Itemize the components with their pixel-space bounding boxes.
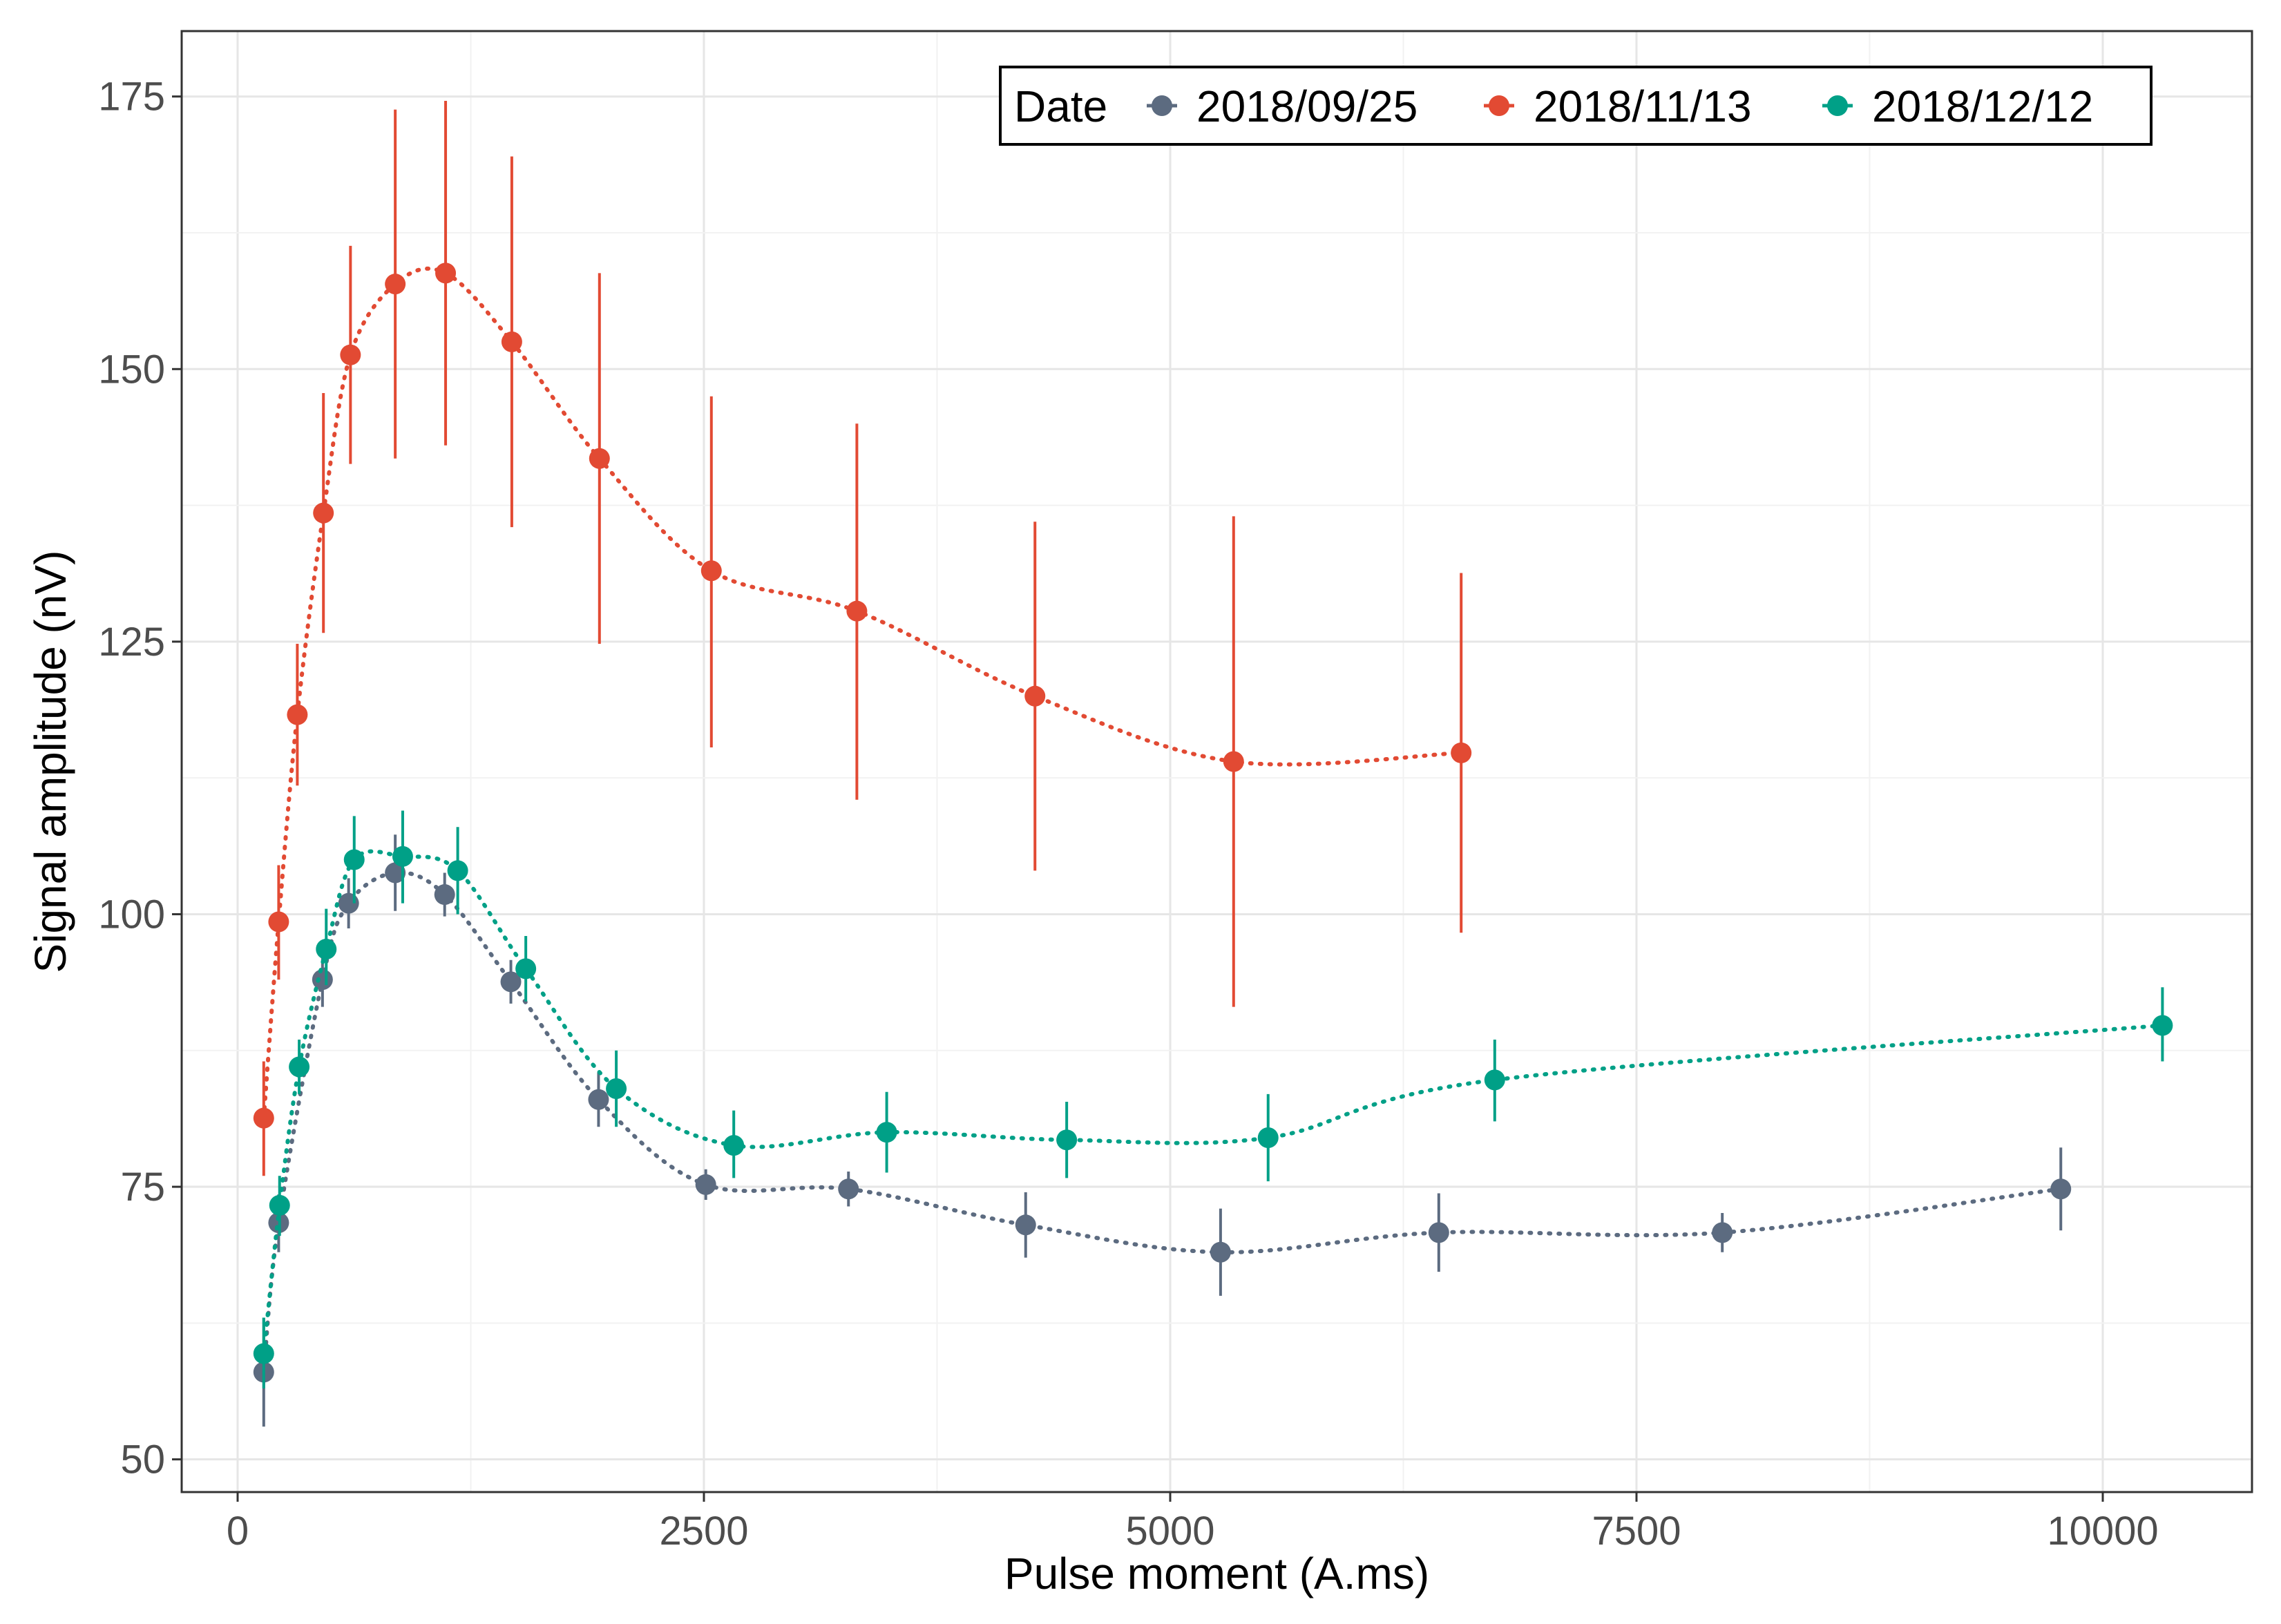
y-tick-label: 150	[98, 347, 165, 392]
data-point	[588, 1089, 609, 1110]
data-point	[2050, 1178, 2072, 1200]
data-point	[1024, 685, 1046, 707]
data-point	[1257, 1127, 1279, 1149]
y-axis-title: Signal amplitude (nV)	[26, 551, 75, 973]
data-point	[1015, 1214, 1036, 1236]
legend-label: 2018/11/13	[1534, 82, 1752, 131]
data-point	[500, 971, 522, 993]
data-point	[2152, 1015, 2173, 1036]
data-point	[1428, 1222, 1449, 1243]
x-tick-label: 0	[227, 1509, 249, 1554]
x-axis-title: Pulse moment (A.ms)	[1004, 1549, 1429, 1598]
data-point	[589, 448, 610, 469]
legend-key-point	[1489, 95, 1509, 116]
data-point	[846, 600, 868, 622]
data-point	[312, 969, 333, 991]
series-1	[253, 101, 1472, 1176]
legend-key-point	[1152, 95, 1172, 116]
legend-key-point	[1827, 95, 1848, 116]
data-point	[343, 849, 365, 870]
y-tick-label: 125	[98, 620, 165, 665]
series-line	[261, 849, 2165, 1356]
data-point	[253, 1107, 274, 1129]
data-point	[385, 274, 406, 295]
y-tick-label: 100	[98, 892, 165, 937]
data-point	[253, 1343, 274, 1364]
data-point	[501, 331, 522, 352]
data-point	[606, 1078, 627, 1100]
data-point	[316, 938, 337, 959]
x-tick-label: 2500	[659, 1509, 748, 1554]
axis-ticks: 0 2500 5000 7500 10000 50 75 100 125 150 175	[98, 75, 2158, 1554]
data-point	[876, 1122, 897, 1143]
data-point	[287, 704, 308, 725]
data-point	[447, 860, 468, 881]
legend: Date 2018/09/25 2018/11/13 2018/12/12	[999, 66, 2153, 146]
data-point	[338, 892, 359, 914]
data-point	[695, 1174, 716, 1195]
data-point	[723, 1135, 745, 1156]
data-point	[1451, 742, 1472, 763]
legend-title: Date	[1014, 82, 1107, 131]
plot-panel-border	[180, 30, 2253, 1493]
legend-label: 2018/12/12	[1872, 82, 2093, 131]
data-point	[838, 1178, 859, 1200]
y-tick-label: 75	[120, 1165, 165, 1210]
data-point	[1056, 1129, 1078, 1151]
data-point	[1210, 1241, 1231, 1263]
grid-lines	[182, 31, 2252, 1492]
legend-label: 2018/09/25	[1196, 82, 1418, 131]
x-tick-label: 10000	[2047, 1509, 2158, 1554]
x-tick-label: 7500	[1592, 1509, 1681, 1554]
data-point	[1712, 1222, 1733, 1243]
data-point	[434, 884, 455, 906]
legend-box	[999, 66, 2153, 146]
data-point	[1484, 1069, 1505, 1091]
data-point	[385, 862, 406, 883]
data-point	[1223, 751, 1244, 772]
data-point	[289, 1056, 310, 1078]
data-point	[700, 560, 722, 582]
data-point	[392, 846, 413, 867]
x-tick-label: 5000	[1125, 1509, 1214, 1554]
data-point	[269, 1194, 290, 1216]
y-tick-label: 175	[98, 75, 165, 120]
data-point	[515, 958, 537, 980]
data-point	[340, 344, 361, 365]
series-layer	[253, 101, 2173, 1427]
series-2	[253, 810, 2173, 1389]
y-tick-label: 50	[120, 1437, 165, 1482]
data-point	[435, 262, 457, 284]
data-point	[313, 502, 334, 524]
data-point	[268, 911, 289, 933]
